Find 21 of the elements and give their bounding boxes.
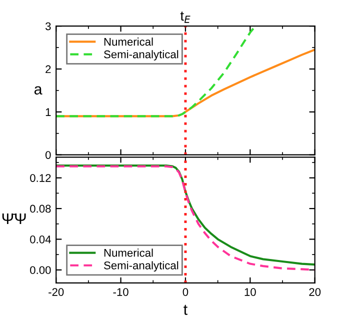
y-tick-label: 2 [46,65,51,74]
x-tick-label: -20 [48,288,64,296]
y-tick-label: 1 [46,108,51,116]
legend-label: Semi-analytical [104,261,178,272]
x-tick-label: 10 [244,288,256,296]
y-tick-label: 0.04 [30,236,51,244]
x-tick-label: 0 [182,288,188,296]
x-axis-title: t [184,304,188,315]
y-tick-label: 0 [45,151,51,159]
y-tick-label: 3 [45,22,51,30]
y-tick-label: 0.08 [30,204,51,213]
y-tick-label: 0.12 [30,174,51,182]
legend-label: Semi-analytical [104,50,178,60]
ref-line-label: t$_{E}$ [180,12,190,23]
y-tick-label: 0.00 [30,266,51,274]
x-tick-label: -10 [113,288,128,296]
y-axis-title: Ψ̄Ψ [2,213,26,224]
legend-label: Numerical [104,38,153,46]
y-axis-title: a [34,86,42,95]
legend-label: Numerical [104,248,153,257]
x-tick-label: 20 [309,288,321,296]
